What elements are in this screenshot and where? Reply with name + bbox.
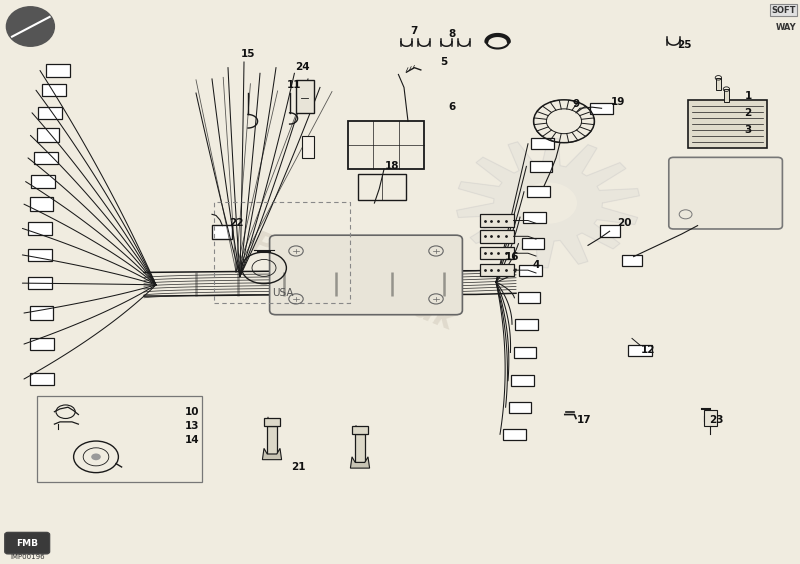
Bar <box>302 136 314 158</box>
Text: 25: 25 <box>677 40 691 50</box>
Bar <box>590 103 613 114</box>
Bar <box>522 238 544 249</box>
FancyBboxPatch shape <box>669 157 782 229</box>
Bar <box>503 429 526 440</box>
Bar <box>515 319 538 330</box>
Bar <box>514 347 536 358</box>
Text: 21: 21 <box>291 462 306 472</box>
Bar <box>30 338 54 350</box>
Text: 20: 20 <box>617 218 631 228</box>
Text: IMP00196: IMP00196 <box>10 554 45 560</box>
Bar <box>724 89 729 102</box>
Text: 12: 12 <box>641 345 655 355</box>
Text: 8: 8 <box>448 29 456 39</box>
Text: 4: 4 <box>532 260 540 270</box>
Bar <box>267 426 277 454</box>
Bar <box>30 306 53 320</box>
Bar <box>628 345 652 356</box>
Bar <box>480 214 514 227</box>
Text: 22: 22 <box>229 218 243 228</box>
Bar <box>716 78 721 90</box>
Text: 9: 9 <box>573 99 579 109</box>
Bar <box>358 174 406 200</box>
Text: 2: 2 <box>744 108 752 118</box>
Bar <box>480 264 514 276</box>
Bar <box>28 249 52 261</box>
Text: 11: 11 <box>287 80 302 90</box>
Bar <box>519 265 542 276</box>
Bar <box>30 197 53 211</box>
Ellipse shape <box>6 7 54 46</box>
Bar <box>28 222 52 235</box>
Text: 14: 14 <box>185 435 199 445</box>
Text: 13: 13 <box>185 421 199 431</box>
Polygon shape <box>350 457 370 468</box>
Bar <box>34 152 58 164</box>
Bar <box>704 410 717 426</box>
Bar <box>530 161 552 172</box>
Text: 10: 10 <box>185 407 199 417</box>
Bar <box>42 84 66 96</box>
Bar <box>355 434 365 462</box>
FancyBboxPatch shape <box>270 235 462 315</box>
Text: 1: 1 <box>744 91 752 101</box>
Bar <box>264 418 280 426</box>
Circle shape <box>91 453 101 460</box>
Polygon shape <box>262 448 282 460</box>
Text: 17: 17 <box>577 415 591 425</box>
Text: 16: 16 <box>505 252 519 262</box>
FancyBboxPatch shape <box>37 396 202 482</box>
Polygon shape <box>457 138 639 268</box>
Bar <box>31 175 55 188</box>
Bar <box>511 375 534 386</box>
Circle shape <box>520 183 576 223</box>
Text: 19: 19 <box>610 96 625 107</box>
Text: FMB: FMB <box>16 539 38 548</box>
Text: 6: 6 <box>448 102 456 112</box>
Bar <box>480 230 514 243</box>
Bar <box>46 64 70 77</box>
Bar <box>38 107 62 119</box>
Bar <box>600 225 620 237</box>
Text: 5: 5 <box>440 57 448 67</box>
Bar <box>622 255 642 266</box>
Bar <box>509 402 531 413</box>
Bar <box>296 80 314 113</box>
Bar <box>531 138 554 149</box>
Text: 3: 3 <box>744 125 752 135</box>
Text: WAY: WAY <box>775 23 796 32</box>
Text: PartsRobi.uk: PartsRobi.uk <box>246 228 458 336</box>
Bar <box>527 186 550 197</box>
FancyBboxPatch shape <box>688 100 767 148</box>
Text: 18: 18 <box>385 161 399 171</box>
Text: USA: USA <box>272 288 293 298</box>
Bar <box>518 292 540 303</box>
Bar <box>523 212 546 223</box>
Bar <box>480 247 514 259</box>
FancyBboxPatch shape <box>5 532 50 554</box>
Text: 24: 24 <box>295 61 310 72</box>
Bar <box>30 373 54 385</box>
Bar <box>28 277 52 289</box>
Text: SOFT: SOFT <box>771 6 796 15</box>
Bar <box>348 121 424 169</box>
Text: 15: 15 <box>241 49 255 59</box>
Bar <box>37 128 59 142</box>
Bar <box>352 426 368 434</box>
Text: 23: 23 <box>709 415 723 425</box>
Bar <box>213 225 233 239</box>
Text: 7: 7 <box>410 26 418 36</box>
